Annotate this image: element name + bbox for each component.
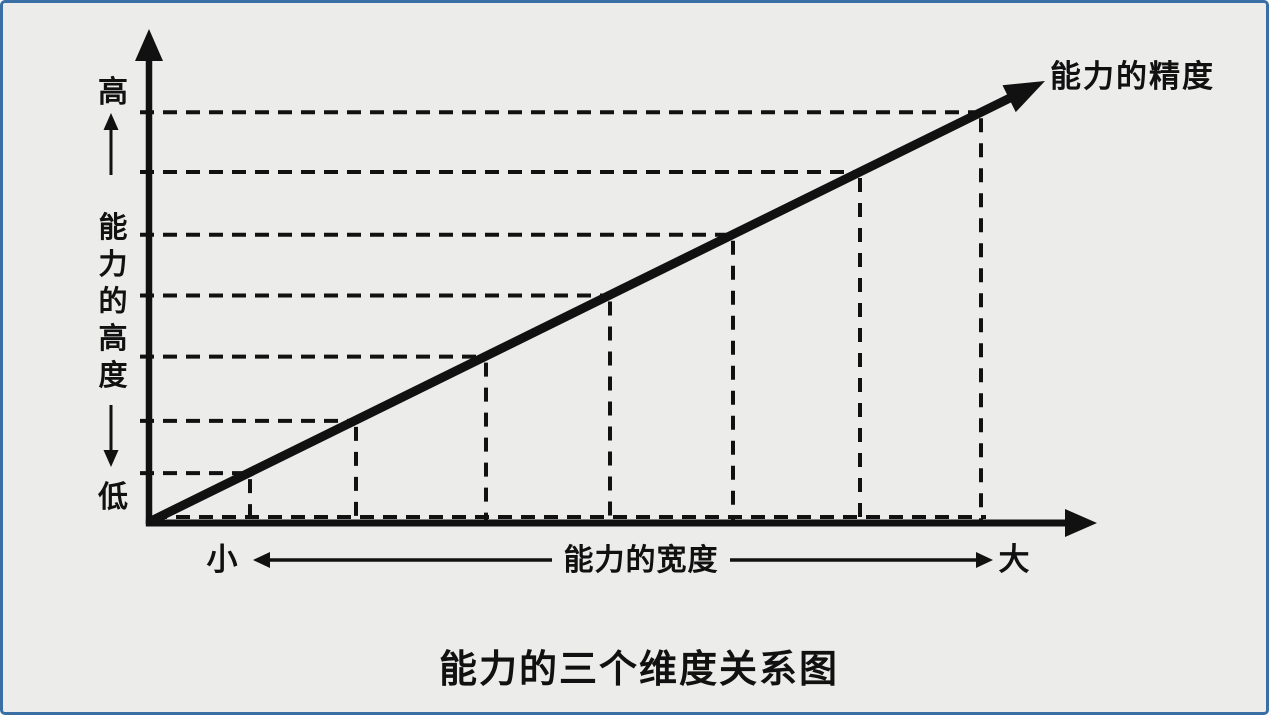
x-axis-title: 能力的宽度	[563, 544, 719, 577]
horizontal-dashed-guides	[140, 110, 975, 476]
right-arrowhead-icon	[976, 552, 993, 568]
diagonal-axis-label: 能力的精度	[1050, 59, 1215, 94]
x-axis-arrowhead	[1065, 509, 1097, 537]
y-min-label: 低	[98, 481, 128, 514]
y-axis-arrowhead	[135, 29, 163, 61]
figure-title: 能力的三个维度关系图	[438, 649, 840, 691]
capability-dimensions-figure	[103, 29, 1097, 568]
vertical-dashed-guides	[248, 118, 983, 520]
x-min-label: 小	[206, 542, 238, 577]
y-axis-title: 能力的高度	[98, 212, 128, 392]
diagonal-arrow-line	[147, 92, 1014, 527]
y-max-label: 高	[98, 76, 128, 109]
x-max-label: 大	[998, 542, 1030, 577]
left-arrowhead-icon	[253, 552, 270, 568]
diagonal-arrowhead	[1002, 81, 1045, 113]
up-arrowhead-icon	[103, 113, 119, 130]
down-arrowhead-icon	[103, 450, 119, 467]
